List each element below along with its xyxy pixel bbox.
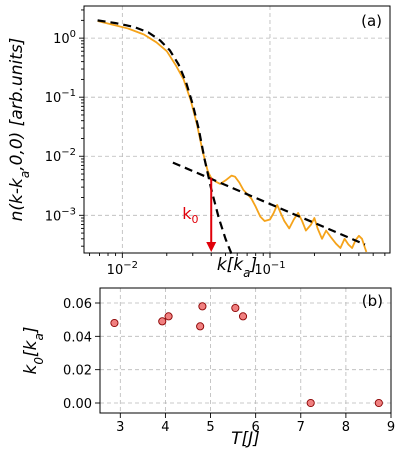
panel-b-x-tick-label: 9 (387, 420, 395, 435)
panel-a-y-tick-label: 100 (53, 29, 76, 47)
panel-b-data-point (110, 318, 119, 328)
panel-b-y-tick-label: 0.02 (63, 364, 92, 379)
panel-a-xlabel: k[ka] (217, 255, 257, 280)
panel-a-y-tick-label: 10−3 (45, 206, 76, 224)
k0-arrow-head (206, 242, 217, 252)
panel-b-xlabel: T[J] (231, 429, 260, 449)
panel-b-grid (100, 288, 392, 413)
panel-b-y-tick-label: 0.00 (63, 397, 92, 412)
panel-a-x-tick-label: 10−1 (254, 260, 285, 278)
panel-b-x-tick-label: 7 (297, 420, 305, 435)
panel-b-y-tick-label: 0.06 (63, 297, 92, 312)
panel-b-data-point (164, 312, 173, 321)
panel-a-annotation: k0 (182, 177, 217, 252)
panel-a-ticks: 10−2 10−1 100 10−1 10−2 10−3 (45, 9, 386, 278)
panel-a-label: (a) (361, 12, 382, 30)
panel-a-grid (84, 6, 390, 253)
panel-b-data-point (231, 303, 240, 313)
panel-b-frame (99, 287, 392, 414)
panel-a-fit-line-1 (97, 19, 233, 255)
panel-b-ylabel: k0[ka] (21, 327, 46, 375)
panel-b-data-point (198, 302, 207, 311)
panel-b-y-tick-label: 0.04 (63, 330, 92, 345)
panel-a-frame (83, 5, 391, 254)
panel-a-fit-line-2 (172, 161, 366, 246)
panel-a-ylabel: n(k-ka,0,0) [arb.units] (7, 38, 32, 222)
panel-b-x-tick-label: 5 (206, 420, 214, 435)
panel-b-data-point (196, 322, 205, 331)
panel-a-y-tick-label: 10−1 (45, 88, 76, 106)
panel-b-data-point (374, 398, 383, 408)
panel-b-chart: 3 4 5 6 7 8 9 0.00 0.02 0.04 0.06 (b) T[J] k0[ka] (21, 287, 395, 449)
panel-b-data-point (158, 317, 167, 326)
panel-b-data-point (238, 312, 248, 321)
panel-a-chart: k0 10−2 10−1 100 10−1 10−2 10−3 (a) k[ka] n(k… (7, 5, 391, 280)
panel-a-series (97, 19, 368, 255)
panel-b-x-tick-label: 3 (116, 420, 124, 435)
panel-b-ticks: 3 4 5 6 7 8 9 0.00 0.02 0.04 0.06 (63, 297, 395, 435)
panel-a-x-tick-label: 10−2 (107, 260, 138, 278)
panel-a-y-tick-label: 10−2 (45, 147, 76, 165)
panel-b-label: (b) (362, 292, 383, 310)
panel-b-x-tick-label: 8 (342, 420, 350, 435)
panel-b-data-point (306, 398, 315, 408)
panel-b-points (110, 302, 383, 408)
panel-a-data-line (97, 20, 368, 253)
k0-annotation-label: k0 (182, 204, 198, 226)
panel-b-x-tick-label: 6 (252, 420, 260, 435)
panel-b-x-tick-label: 4 (161, 420, 169, 435)
